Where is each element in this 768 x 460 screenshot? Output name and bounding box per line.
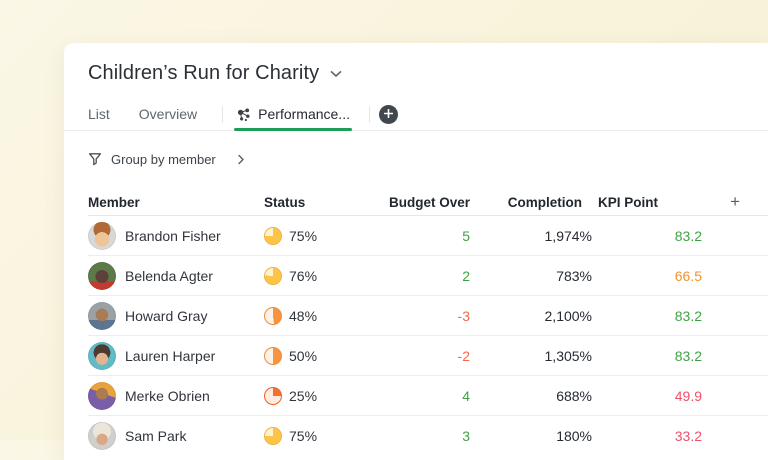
status-pie-icon xyxy=(264,427,282,445)
table-row[interactable]: Merke Obrien 25% 4 688% 49.9 xyxy=(88,376,768,416)
status-value: 50% xyxy=(289,347,318,364)
filter-funnel-icon xyxy=(88,152,102,166)
member-name: Brandon Fisher xyxy=(125,227,221,244)
avatar xyxy=(88,221,116,250)
budget-over-value: 3 xyxy=(462,428,470,444)
member-name: Lauren Harper xyxy=(125,347,216,364)
tab-overview-label: Overview xyxy=(138,106,198,122)
kpi-value: 83.2 xyxy=(674,307,702,324)
table-row[interactable]: Belenda Agter 76% 2 783% 66.5 xyxy=(88,256,768,296)
performance-icon xyxy=(236,107,251,122)
status-value: 75% xyxy=(289,227,318,244)
table-row[interactable]: Brandon Fisher 75% 5 1,974% 83.2 xyxy=(88,216,768,256)
member-name: Merke Obrien xyxy=(125,387,210,404)
member-name: Sam Park xyxy=(125,428,187,444)
status-pie-icon xyxy=(264,306,282,325)
page-header: Children’s Run for Charity xyxy=(64,43,768,85)
column-header-status[interactable]: Status xyxy=(264,194,306,210)
table-row[interactable]: Lauren Harper 50% -2 1,305% 83.2 xyxy=(88,336,768,376)
group-by-control[interactable]: Group by member xyxy=(88,145,245,173)
column-header-budget-over[interactable]: Budget Over xyxy=(388,194,470,210)
completion-value: 1,974% xyxy=(544,227,592,244)
view-tab-bar: List Overview Performance... xyxy=(64,98,768,131)
status-pie-icon xyxy=(264,266,282,285)
budget-over-value: 4 xyxy=(462,387,470,404)
column-header-kpi-point[interactable]: KPI Point xyxy=(598,194,658,210)
tab-performance[interactable]: Performance... xyxy=(234,98,352,131)
tab-performance-label: Performance... xyxy=(258,106,350,122)
budget-over-value: -3 xyxy=(457,307,470,324)
status-value: 48% xyxy=(289,307,318,324)
kpi-value: 49.9 xyxy=(674,387,702,404)
title-dropdown-button[interactable] xyxy=(330,65,342,83)
completion-value: 783% xyxy=(556,267,592,284)
table-row[interactable]: Howard Gray 48% -3 2,100% 83.2 xyxy=(88,296,768,336)
status-value: 76% xyxy=(289,267,318,284)
column-header-member[interactable]: Member xyxy=(88,194,140,210)
chevron-down-icon xyxy=(330,65,342,83)
tab-divider xyxy=(222,105,224,123)
active-tab-underline xyxy=(234,128,352,131)
tab-overview[interactable]: Overview xyxy=(139,98,197,130)
avatar xyxy=(88,422,116,450)
kpi-value: 83.2 xyxy=(674,227,702,244)
kpi-value: 66.5 xyxy=(674,267,702,284)
status-pie-icon xyxy=(264,346,282,365)
member-name: Howard Gray xyxy=(125,307,208,324)
status-value: 25% xyxy=(289,387,318,404)
status-pie-icon xyxy=(264,226,282,245)
status-pie-icon xyxy=(264,386,282,405)
table-header-row: Member Status Budget Over Completion KPI… xyxy=(88,189,768,216)
tab-divider xyxy=(368,105,370,123)
plus-icon xyxy=(383,105,394,123)
column-header-completion[interactable]: Completion xyxy=(507,194,582,210)
tab-list[interactable]: List xyxy=(88,98,110,130)
table-row[interactable]: Sam Park 75% 3 180% 33.2 xyxy=(88,416,768,456)
avatar xyxy=(88,261,116,290)
page-title: Children’s Run for Charity xyxy=(88,62,320,84)
avatar xyxy=(88,341,116,370)
member-name: Belenda Agter xyxy=(125,267,213,284)
completion-value: 180% xyxy=(556,428,592,444)
add-column-button[interactable]: + xyxy=(730,192,740,211)
main-panel: Children’s Run for Charity List Overview xyxy=(64,43,768,460)
tab-list-label: List xyxy=(88,106,110,122)
kpi-value: 83.2 xyxy=(674,347,702,364)
budget-over-value: 2 xyxy=(462,267,470,284)
completion-value: 2,100% xyxy=(544,307,592,324)
avatar xyxy=(88,381,116,410)
add-view-button[interactable] xyxy=(378,104,398,124)
kpi-value: 33.2 xyxy=(674,428,702,444)
group-by-label: Group by member xyxy=(111,151,216,167)
avatar xyxy=(88,301,116,330)
completion-value: 688% xyxy=(556,387,592,404)
chevron-right-icon xyxy=(237,154,245,165)
budget-over-value: -2 xyxy=(457,347,470,364)
completion-value: 1,305% xyxy=(544,347,592,364)
budget-over-value: 5 xyxy=(462,227,470,244)
status-value: 75% xyxy=(289,428,318,444)
